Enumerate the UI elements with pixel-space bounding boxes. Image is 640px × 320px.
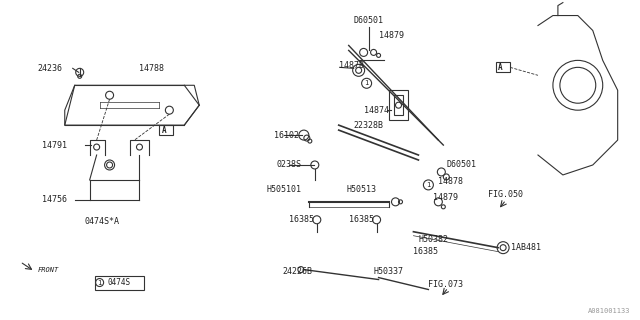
Text: FIG.050: FIG.050	[488, 190, 523, 199]
Text: 1: 1	[365, 80, 369, 86]
Text: 14791: 14791	[42, 140, 67, 149]
Text: 16385: 16385	[289, 215, 314, 224]
Text: H505101: H505101	[267, 185, 302, 194]
Text: D60501: D60501	[446, 161, 476, 170]
Text: 0238S: 0238S	[277, 161, 302, 170]
Text: FRONT: FRONT	[38, 267, 59, 273]
Text: FIG.073: FIG.073	[428, 280, 463, 289]
Text: 0474S*A: 0474S*A	[84, 217, 120, 226]
Text: 14879: 14879	[433, 193, 458, 202]
Text: 16102: 16102	[274, 131, 299, 140]
Text: H50382: H50382	[419, 235, 449, 244]
Text: 14788: 14788	[140, 64, 164, 73]
Text: 1AB481: 1AB481	[511, 243, 541, 252]
Text: A081001133: A081001133	[588, 308, 630, 315]
Text: A: A	[498, 63, 503, 72]
Text: 14874: 14874	[364, 106, 388, 115]
Text: 14879: 14879	[379, 31, 404, 40]
Text: 14878: 14878	[438, 177, 463, 187]
Bar	[388, 90, 408, 120]
Text: 0474S: 0474S	[108, 278, 131, 287]
Text: 16385: 16385	[413, 247, 438, 256]
Text: 24226B: 24226B	[282, 267, 312, 276]
Text: 16385: 16385	[349, 215, 374, 224]
Text: A: A	[161, 126, 166, 135]
Bar	[394, 95, 403, 115]
Text: 14756: 14756	[42, 195, 67, 204]
Bar	[496, 62, 510, 72]
Text: 1: 1	[426, 182, 431, 188]
Text: D60501: D60501	[354, 16, 383, 25]
Text: H50337: H50337	[374, 267, 404, 276]
Circle shape	[95, 278, 104, 286]
Text: 24236: 24236	[38, 64, 63, 73]
Text: H50513: H50513	[347, 185, 377, 194]
Bar	[95, 276, 145, 290]
Text: 22328B: 22328B	[354, 121, 383, 130]
Bar	[159, 125, 173, 135]
Text: 14878: 14878	[339, 61, 364, 70]
Text: 1: 1	[97, 280, 102, 285]
